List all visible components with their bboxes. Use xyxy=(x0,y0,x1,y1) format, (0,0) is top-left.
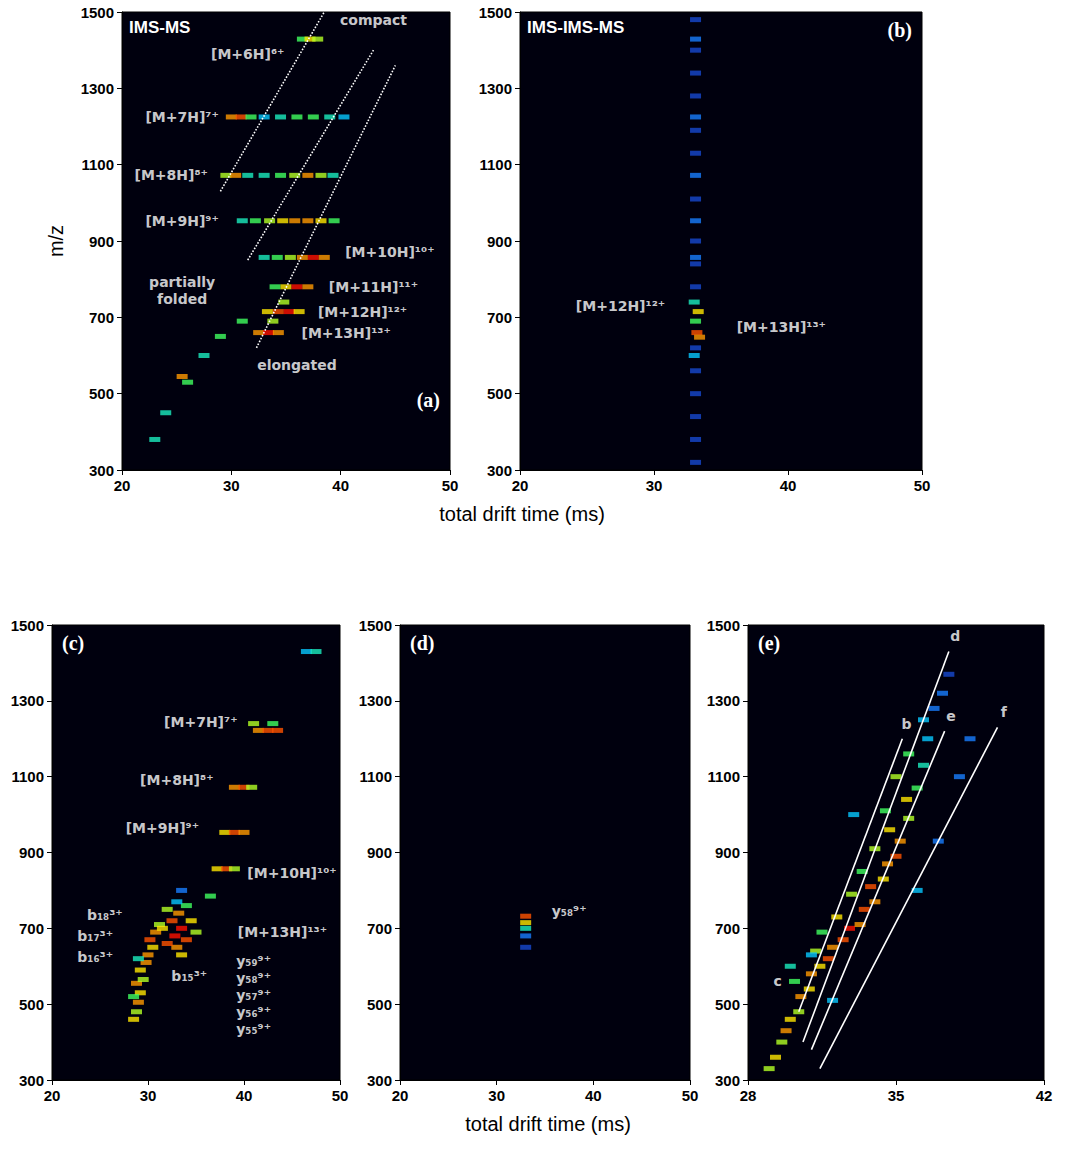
svg-text:20: 20 xyxy=(392,1087,409,1104)
svg-text:50: 50 xyxy=(442,477,459,494)
svg-text:y₅₈⁹⁺: y₅₈⁹⁺ xyxy=(552,903,587,919)
svg-text:e: e xyxy=(946,708,956,724)
svg-text:[M+13H]¹³⁺: [M+13H]¹³⁺ xyxy=(238,924,327,940)
svg-text:30: 30 xyxy=(488,1087,505,1104)
svg-text:1300: 1300 xyxy=(11,692,44,709)
svg-text:40: 40 xyxy=(780,477,797,494)
svg-text:700: 700 xyxy=(715,920,740,937)
svg-text:1300: 1300 xyxy=(81,80,114,97)
svg-text:1100: 1100 xyxy=(707,768,740,785)
svg-text:300: 300 xyxy=(19,1072,44,1089)
svg-text:b₁₅³⁺: b₁₅³⁺ xyxy=(171,968,207,984)
svg-text:1100: 1100 xyxy=(359,768,392,785)
svg-text:28: 28 xyxy=(740,1087,757,1104)
svg-text:IMS-IMS-MS: IMS-IMS-MS xyxy=(527,18,624,37)
svg-text:y₅₅⁹⁺: y₅₅⁹⁺ xyxy=(236,1021,271,1037)
svg-text:40: 40 xyxy=(332,477,349,494)
svg-text:b₁₆³⁺: b₁₆³⁺ xyxy=(77,949,113,965)
svg-text:1100: 1100 xyxy=(81,156,114,173)
svg-text:500: 500 xyxy=(487,385,512,402)
svg-text:300: 300 xyxy=(487,462,512,479)
svg-text:[M+9H]⁹⁺: [M+9H]⁹⁺ xyxy=(126,820,199,836)
svg-text:300: 300 xyxy=(715,1072,740,1089)
svg-text:(d): (d) xyxy=(410,632,434,655)
svg-text:42: 42 xyxy=(1036,1087,1053,1104)
svg-text:1500: 1500 xyxy=(707,617,740,634)
svg-text:50: 50 xyxy=(332,1087,349,1104)
svg-text:1100: 1100 xyxy=(11,768,44,785)
svg-text:[M+12H]¹²⁺: [M+12H]¹²⁺ xyxy=(576,298,665,314)
svg-text:y₅₉⁹⁺: y₅₉⁹⁺ xyxy=(236,953,271,969)
svg-text:50: 50 xyxy=(914,477,931,494)
svg-text:40: 40 xyxy=(585,1087,602,1104)
svg-text:[M+8H]⁸⁺: [M+8H]⁸⁺ xyxy=(140,772,213,788)
svg-text:total drift time (ms): total drift time (ms) xyxy=(465,1113,631,1135)
svg-text:30: 30 xyxy=(646,477,663,494)
svg-text:700: 700 xyxy=(487,309,512,326)
svg-text:900: 900 xyxy=(89,233,114,250)
svg-text:[M+7H]⁷⁺: [M+7H]⁷⁺ xyxy=(164,714,237,730)
svg-text:[M+11H]¹¹⁺: [M+11H]¹¹⁺ xyxy=(329,279,418,295)
svg-text:900: 900 xyxy=(19,844,44,861)
svg-text:1500: 1500 xyxy=(11,617,44,634)
svg-text:(a): (a) xyxy=(417,389,440,412)
svg-text:300: 300 xyxy=(89,462,114,479)
svg-text:[M+10H]¹⁰⁺: [M+10H]¹⁰⁺ xyxy=(345,244,434,260)
svg-text:total drift time (ms): total drift time (ms) xyxy=(439,503,605,525)
svg-text:1500: 1500 xyxy=(81,4,114,21)
svg-text:1300: 1300 xyxy=(707,692,740,709)
svg-text:compact: compact xyxy=(340,12,407,28)
svg-text:(e): (e) xyxy=(758,632,780,655)
svg-text:elongated: elongated xyxy=(257,357,337,373)
svg-text:1500: 1500 xyxy=(479,4,512,21)
svg-text:300: 300 xyxy=(367,1072,392,1089)
svg-text:c: c xyxy=(773,973,781,989)
svg-text:b₁₈³⁺: b₁₈³⁺ xyxy=(87,907,123,923)
svg-text:30: 30 xyxy=(140,1087,157,1104)
svg-text:900: 900 xyxy=(487,233,512,250)
svg-text:35: 35 xyxy=(888,1087,905,1104)
svg-text:[M+8H]⁸⁺: [M+8H]⁸⁺ xyxy=(134,167,207,183)
svg-text:[M+12H]¹²⁺: [M+12H]¹²⁺ xyxy=(318,304,407,320)
svg-text:y₅₆⁹⁺: y₅₆⁹⁺ xyxy=(236,1004,271,1020)
svg-text:700: 700 xyxy=(367,920,392,937)
svg-text:d: d xyxy=(950,628,960,644)
svg-text:[M+9H]⁹⁺: [M+9H]⁹⁺ xyxy=(145,213,218,229)
svg-text:[M+7H]⁷⁺: [M+7H]⁷⁺ xyxy=(145,109,218,125)
svg-text:500: 500 xyxy=(367,996,392,1013)
svg-text:y₅₇⁹⁺: y₅₇⁹⁺ xyxy=(236,987,271,1003)
svg-text:500: 500 xyxy=(715,996,740,1013)
svg-text:partially: partially xyxy=(149,274,215,290)
svg-text:(c): (c) xyxy=(62,632,84,655)
svg-text:20: 20 xyxy=(512,477,529,494)
svg-text:folded: folded xyxy=(157,291,207,307)
svg-text:[M+10H]¹⁰⁺: [M+10H]¹⁰⁺ xyxy=(247,865,336,881)
svg-text:b: b xyxy=(902,716,912,732)
svg-text:1300: 1300 xyxy=(479,80,512,97)
svg-text:[M+13H]¹³⁺: [M+13H]¹³⁺ xyxy=(737,319,826,335)
svg-text:y₅₈⁹⁺: y₅₈⁹⁺ xyxy=(236,970,271,986)
svg-text:500: 500 xyxy=(19,996,44,1013)
svg-text:500: 500 xyxy=(89,385,114,402)
svg-text:b₁₇³⁺: b₁₇³⁺ xyxy=(77,928,113,944)
svg-text:900: 900 xyxy=(367,844,392,861)
svg-text:20: 20 xyxy=(44,1087,61,1104)
svg-text:40: 40 xyxy=(236,1087,253,1104)
svg-text:[M+6H]⁶⁺: [M+6H]⁶⁺ xyxy=(211,46,284,62)
svg-text:(b): (b) xyxy=(888,19,912,42)
svg-text:f: f xyxy=(1001,704,1008,720)
svg-text:1300: 1300 xyxy=(359,692,392,709)
svg-text:700: 700 xyxy=(89,309,114,326)
svg-text:[M+13H]¹³⁺: [M+13H]¹³⁺ xyxy=(301,325,390,341)
svg-text:1100: 1100 xyxy=(479,156,512,173)
svg-text:m/z: m/z xyxy=(45,225,67,257)
svg-text:1500: 1500 xyxy=(359,617,392,634)
svg-text:50: 50 xyxy=(682,1087,699,1104)
svg-text:20: 20 xyxy=(114,477,131,494)
svg-text:30: 30 xyxy=(223,477,240,494)
svg-text:IMS-MS: IMS-MS xyxy=(129,18,190,37)
svg-text:700: 700 xyxy=(19,920,44,937)
svg-text:900: 900 xyxy=(715,844,740,861)
